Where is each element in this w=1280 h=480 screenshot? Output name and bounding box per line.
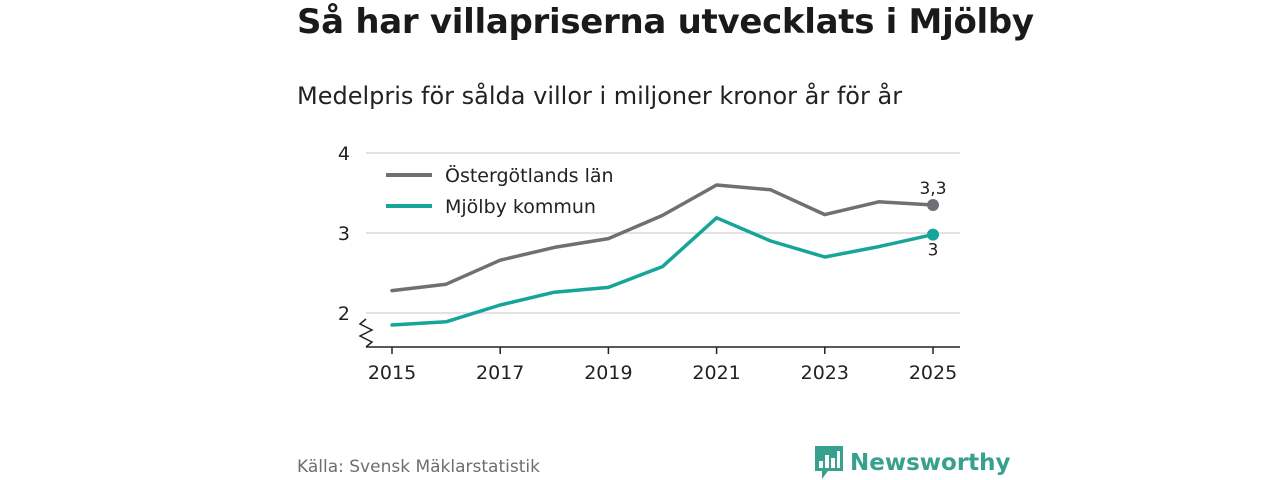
legend-label-0: Östergötlands län [445, 164, 614, 187]
y-tick-label-4: 4 [338, 143, 350, 165]
x-tick-label-2017: 2017 [476, 362, 524, 384]
legend-label-1: Mjölby kommun [445, 196, 596, 218]
bar-chart-speech-bubble-icon [815, 446, 843, 479]
brand-logo: Newsworthy [815, 446, 1011, 479]
y-tick-label-2: 2 [338, 303, 350, 325]
x-tick-label-2023: 2023 [801, 362, 849, 384]
series-end-point-0 [927, 199, 939, 211]
y-tick-label-3: 3 [338, 223, 350, 245]
x-tick-label-2019: 2019 [584, 362, 632, 384]
x-tick-label-2015: 2015 [368, 362, 416, 384]
series-end-point-1 [927, 228, 939, 241]
chart-title: Så har villapriserna utvecklats i Mjölby [297, 2, 1034, 42]
x-tick-label-2025: 2025 [909, 362, 957, 384]
x-tick-label-2021: 2021 [692, 362, 740, 384]
series-end-label-1: 3 [928, 241, 939, 261]
brand-name: Newsworthy [850, 449, 1011, 476]
source-note: Källa: Svensk Mäklarstatistik [297, 457, 540, 477]
series-line-0 [390, 183, 935, 293]
series-line-1 [390, 216, 935, 327]
series-end-label-0: 3,3 [919, 179, 946, 199]
chart-subtitle: Medelpris för sålda villor i miljoner kr… [297, 82, 903, 110]
axis-break-icon [358, 318, 374, 348]
